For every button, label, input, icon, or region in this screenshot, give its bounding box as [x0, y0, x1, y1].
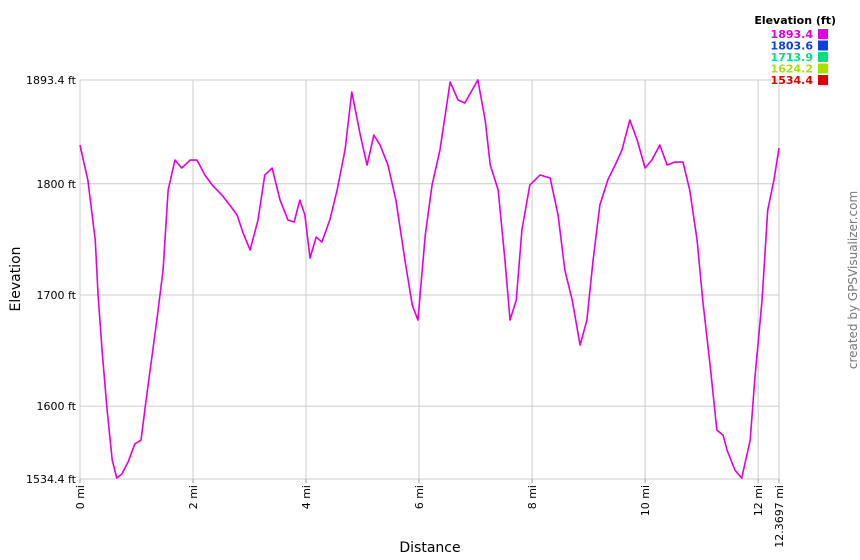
y-tick-label: 1534.4 ft — [26, 473, 77, 486]
x-tick-label: 0 mi — [74, 485, 87, 509]
legend-value: 1893.4 — [771, 28, 814, 41]
x-tick-label: 10 mi — [639, 485, 652, 516]
x-tick-label: 4 mi — [300, 485, 313, 509]
y-axis-label: Elevation — [8, 246, 24, 311]
x-axis-label: Distance — [399, 540, 460, 556]
legend-swatch — [818, 29, 828, 39]
legend-value: 1803.6 — [771, 40, 814, 53]
y-tick-label: 1893.4 ft — [26, 74, 77, 87]
x-tick-label: 12 mi — [752, 485, 765, 516]
y-tick-label: 1700 ft — [37, 289, 77, 302]
legend-value: 1713.9 — [771, 51, 813, 64]
legend-title: Elevation (ft) — [754, 14, 836, 27]
legend-swatch — [818, 52, 828, 62]
legend-value: 1624.2 — [771, 63, 813, 76]
legend-value: 1534.4 — [771, 74, 814, 87]
x-tick-label: 2 mi — [187, 485, 200, 509]
elevation-line — [79, 79, 780, 479]
legend-swatch — [818, 75, 828, 85]
x-tick-label: 6 mi — [413, 485, 426, 509]
y-tick-label: 1600 ft — [37, 400, 77, 413]
legend-swatch — [818, 63, 828, 74]
y-tick-label: 1800 ft — [37, 178, 77, 191]
x-tick-label: 8 mi — [526, 485, 539, 509]
legend-swatch — [818, 40, 828, 51]
x-tick-label: 12.3697 mi — [773, 485, 786, 548]
credit: created by GPSVisualizer.com — [846, 191, 860, 369]
